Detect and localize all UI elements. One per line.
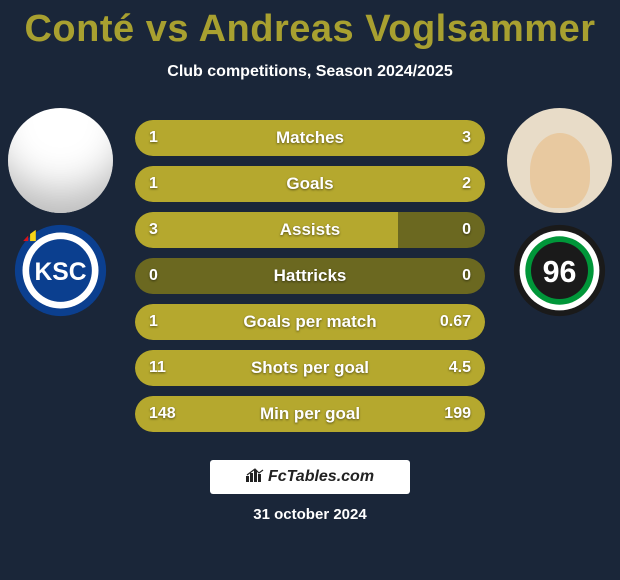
bar-fill-left [135,350,384,386]
stat-row: 0 0Hattricks [135,258,485,294]
stat-row: 13Matches [135,120,485,156]
player-silhouette [530,133,590,208]
right-club-abbrev: 96 [543,255,577,289]
bar-fill-left [135,212,398,248]
stat-value-right: 2 [462,166,471,202]
bar-fill-left [135,304,345,340]
stat-value-left: 1 [149,166,158,202]
stat-row: 12Goals [135,166,485,202]
right-player-avatar [507,108,612,213]
stat-value-left: 11 [149,350,166,386]
stat-row: 148199Min per goal [135,396,485,432]
left-player-column: KSC [8,108,113,318]
stat-value-right: 3 [462,120,471,156]
stat-value-left: 3 [149,212,158,248]
right-club-logo: 96 [512,223,607,318]
stats-bars-area: 13Matches12Goals30Assists00Hattricks10.6… [135,120,485,442]
left-club-logo: KSC [13,223,108,318]
bar-fill-right [223,120,486,156]
branding-text: FcTables.com [268,468,374,486]
right-player-column: 96 [507,108,612,318]
subtitle: Club competitions, Season 2024/2025 [0,63,620,81]
stat-value-right: 0.67 [440,304,471,340]
stat-value-left: 148 [149,396,176,432]
page-title: Conté vs Andreas Voglsammer [0,0,620,51]
stat-value-left: 0 [149,258,158,294]
stat-row: 114.5Shots per goal [135,350,485,386]
footer-area: FcTables.com 31 october 2024 [0,442,620,523]
left-player-avatar [8,108,113,213]
stat-row: 10.67Goals per match [135,304,485,340]
stat-value-right: 199 [444,396,471,432]
stat-value-right: 0 [462,258,471,294]
stat-value-right: 4.5 [449,350,471,386]
branding-badge[interactable]: FcTables.com [210,460,410,494]
stat-value-left: 1 [149,120,158,156]
stat-value-left: 1 [149,304,158,340]
bar-fill-right [251,166,486,202]
stat-row: 30Assists [135,212,485,248]
stat-label: Hattricks [135,258,485,294]
stat-value-right: 0 [462,212,471,248]
left-club-abbrev: KSC [34,259,86,286]
date-text: 31 october 2024 [0,506,620,523]
branding-chart-icon [246,468,264,487]
